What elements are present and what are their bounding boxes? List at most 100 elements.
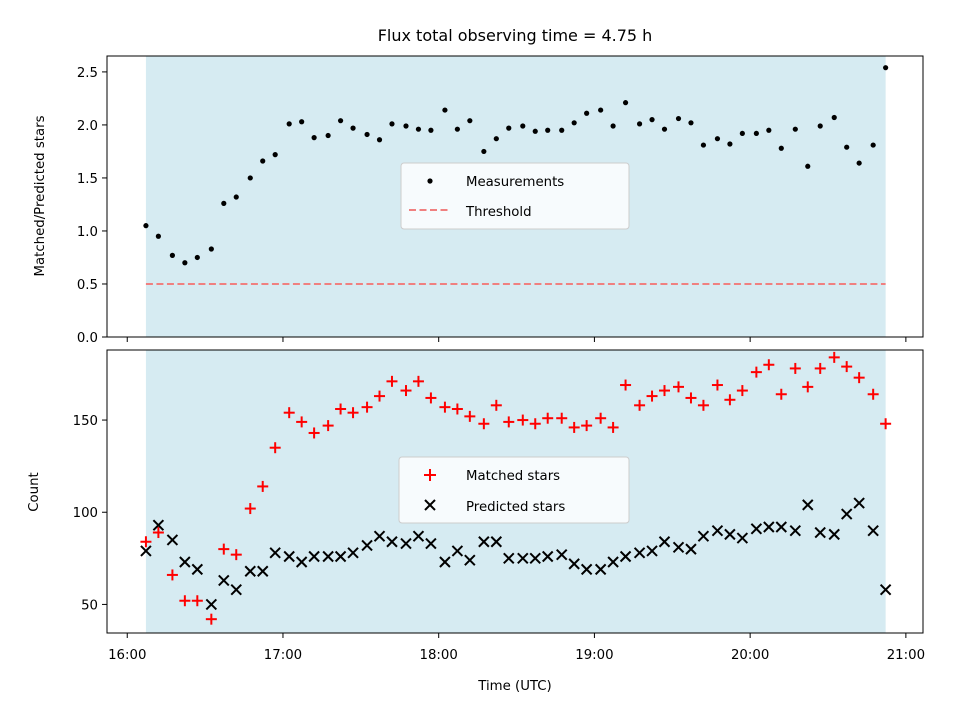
matched-star-point [634, 399, 646, 411]
predicted-star-point [347, 547, 359, 559]
matched-star-point [880, 418, 892, 430]
matched-star-point [296, 416, 308, 428]
measurement-point [622, 100, 629, 106]
legend-label-predicted: Predicted stars [466, 500, 565, 515]
measurement-point [325, 132, 331, 139]
measurements-series [143, 65, 889, 266]
predicted-star-point [373, 530, 386, 542]
matched-star-point [828, 351, 840, 363]
predicted-star-point [619, 550, 632, 563]
predicted-star-point [464, 554, 476, 566]
matched-star-point [673, 381, 685, 393]
measurement-point [350, 125, 356, 131]
x-tick-label: 18:00 [420, 648, 458, 663]
top-legend: Measurements Threshold [400, 162, 630, 230]
y-tick-label: 1.0 [77, 225, 98, 240]
measurement-point [194, 254, 200, 261]
predicted-star-point [425, 537, 437, 550]
matched-star-point [335, 403, 347, 415]
predicted-star-point [140, 545, 152, 557]
top-legend-box [400, 162, 630, 230]
matched-star-point [853, 372, 865, 384]
matched-star-point [230, 549, 242, 561]
matched-star-point [711, 379, 723, 391]
legend-label-measurements: Measurements [466, 175, 564, 190]
measurement-point [675, 115, 682, 122]
y-tick-label: 0.0 [77, 331, 98, 346]
measurement-point [532, 128, 538, 134]
x-tick-label: 19:00 [575, 648, 613, 663]
measurement-point [584, 110, 590, 116]
predicted-star-point [594, 563, 607, 576]
predicted-star-point [412, 530, 425, 542]
predicted-star-point [517, 552, 529, 565]
predicted-star-point [736, 532, 749, 544]
matched-star-point [607, 421, 619, 433]
predicted-star-point [658, 536, 671, 548]
measurement-point [714, 136, 721, 142]
measurement-point [182, 260, 188, 266]
measurement-point [155, 233, 161, 239]
matched-star-point [658, 385, 670, 397]
measurement-point [221, 200, 227, 206]
predicted-star-point [322, 550, 334, 563]
legend-marker-matched [424, 469, 436, 481]
measurement-point [688, 120, 694, 126]
y-tick-label: 150 [73, 414, 98, 429]
y-tick-label: 100 [73, 506, 98, 521]
predicted-star-point [400, 537, 412, 550]
y-tick-label: 2.0 [77, 119, 98, 134]
predicted-star-point [269, 547, 281, 559]
matched-star-point [269, 442, 281, 454]
measurement-point [428, 127, 434, 133]
measurement-point [272, 152, 278, 158]
measurement-point [700, 142, 707, 148]
matched-star-point [244, 503, 256, 515]
matched-star-point [152, 527, 164, 539]
matched-star-point [568, 421, 580, 433]
matched-star-point [646, 390, 658, 402]
top-y-axis-label: Matched/Predicted stars [33, 115, 48, 276]
predicted-star-point [646, 545, 658, 557]
measurement-point [311, 135, 317, 141]
matched-star-point [451, 403, 463, 415]
y-tick-label: 50 [81, 598, 98, 613]
measurement-point [337, 118, 344, 124]
matched-star-point [620, 379, 632, 391]
measurement-point [247, 175, 253, 181]
predicted-star-point [529, 552, 541, 565]
predicted-star-point [580, 563, 593, 576]
measurement-point [467, 118, 473, 124]
matched-stars-series [140, 351, 892, 625]
predicted-star-point [840, 508, 853, 520]
x-tick-label: 16:00 [108, 648, 146, 663]
matched-star-point [789, 362, 801, 374]
measurement-point [844, 144, 850, 150]
measurement-point [610, 123, 616, 129]
predicted-star-point [451, 545, 464, 557]
measurement-point [442, 107, 448, 113]
predicted-star-point [503, 552, 515, 565]
matched-star-point [595, 412, 607, 424]
measurement-point [766, 127, 772, 133]
bottom-y-ticks: 50 100 150 [73, 414, 107, 613]
bottom-axes-frame [106, 349, 924, 634]
bottom-legend: Matched stars Predicted stars [398, 456, 630, 524]
matched-star-point [464, 410, 476, 422]
measurement-point [870, 142, 876, 148]
predicted-star-point [697, 530, 710, 542]
measurement-point [778, 145, 784, 151]
matched-star-point [775, 388, 787, 400]
measurement-point [481, 148, 487, 155]
predicted-star-point [439, 556, 451, 568]
matched-star-point [763, 359, 775, 371]
measurement-point [454, 126, 460, 132]
matched-star-point [503, 416, 515, 428]
matched-star-point [867, 388, 879, 400]
matched-star-point [814, 362, 826, 374]
matched-star-point [724, 394, 736, 406]
predicted-star-point [814, 526, 826, 539]
matched-star-point [140, 536, 152, 548]
measurement-point [286, 121, 292, 127]
